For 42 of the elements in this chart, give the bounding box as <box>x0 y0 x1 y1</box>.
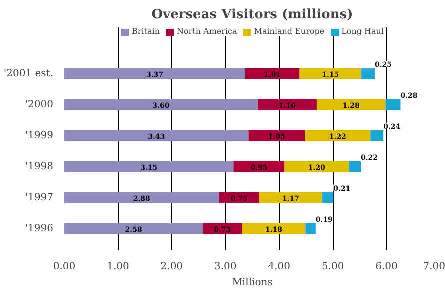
x-tick-label: 1.00 <box>107 262 130 272</box>
bar <box>258 100 317 110</box>
x-tick-label: 0.00 <box>53 262 76 272</box>
x-tick-label: 5.00 <box>322 262 344 272</box>
legend-label: Long Haul <box>342 27 384 36</box>
bar <box>64 100 258 110</box>
y-tick-label: '1996 <box>25 223 54 234</box>
bar <box>316 100 386 110</box>
bar <box>259 192 322 204</box>
x-tick-label: 4.00 <box>268 262 290 272</box>
bar <box>64 223 204 234</box>
bar <box>64 192 220 204</box>
bar <box>234 161 285 172</box>
bar <box>64 130 249 142</box>
bar <box>284 161 350 172</box>
y-tick-label: '2001 est. <box>4 68 54 80</box>
bar <box>248 130 306 142</box>
bar <box>322 192 334 204</box>
bar <box>386 100 401 110</box>
legend-label: North America <box>176 27 238 36</box>
chart-title: Overseas Visitors (millions) <box>152 8 354 22</box>
bar <box>370 130 384 142</box>
bar <box>64 161 234 172</box>
x-tick-label: 3.00 <box>214 262 237 272</box>
bar <box>362 68 375 80</box>
bar <box>349 161 362 172</box>
bar <box>300 68 362 80</box>
bar <box>246 68 300 80</box>
bar <box>305 130 371 142</box>
y-tick-label: '1998 <box>25 161 54 172</box>
y-tick-label: '2000 <box>25 99 54 110</box>
x-axis-title: Millions <box>232 278 273 288</box>
y-tick-label: '1997 <box>25 192 54 204</box>
x-tick-label: 2.00 <box>160 262 184 272</box>
x-tick-label: 7.00 <box>423 262 445 272</box>
bar <box>64 68 246 80</box>
y-tick-label: '1999 <box>25 130 54 142</box>
x-tick-label: 6.00 <box>376 262 398 272</box>
legend-label: Mainland Europe <box>254 27 325 36</box>
bar <box>219 192 260 204</box>
bar <box>306 223 316 234</box>
legend-label: Britain <box>132 27 160 36</box>
